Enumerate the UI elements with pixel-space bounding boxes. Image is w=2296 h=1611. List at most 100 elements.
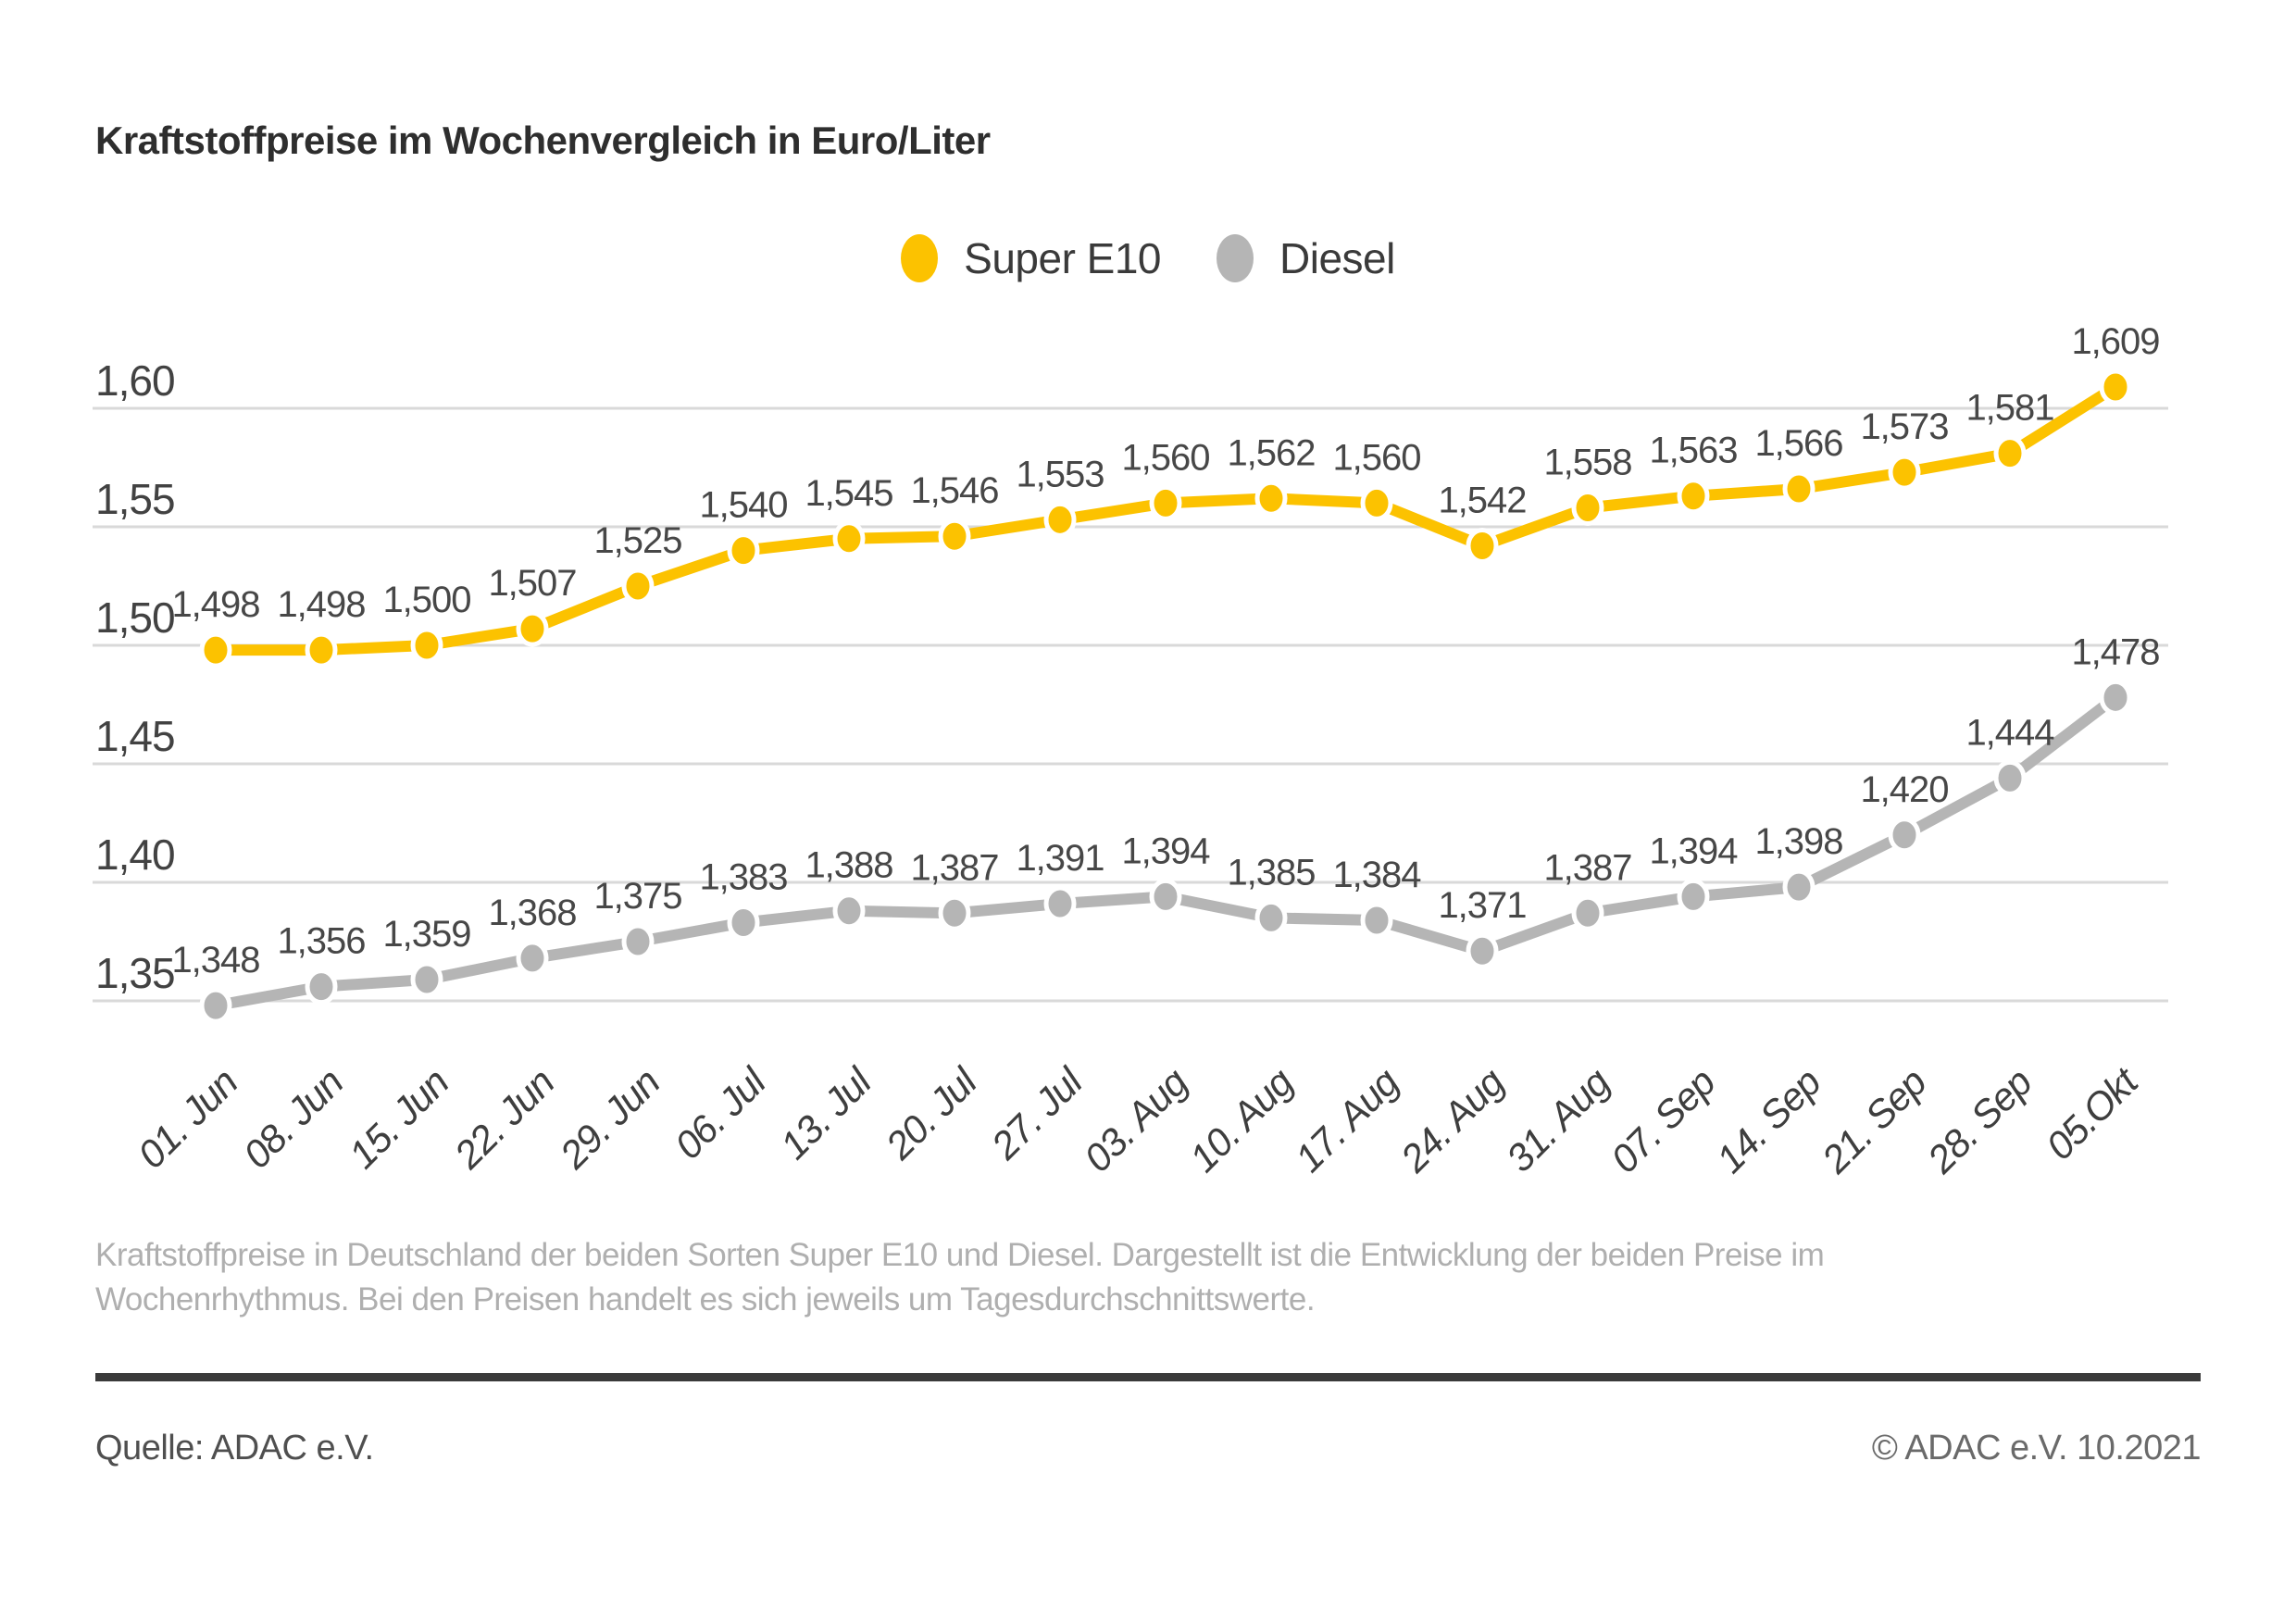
data-point-diesel [410,961,443,998]
legend-marker-super-e10-icon [901,234,939,282]
legend-marker-diesel-icon [1217,234,1254,282]
data-point-diesel [1571,894,1604,931]
x-tick-label: 14. Sep [1708,1060,1829,1181]
data-point-label-super-e10: 1,553 [1016,454,1104,494]
data-point-label-super-e10: 1,498 [171,584,259,625]
data-point-super-e10 [199,631,232,668]
data-point-label-diesel: 1,359 [382,914,470,955]
data-point-label-diesel: 1,444 [1965,712,2054,753]
data-point-label-diesel: 1,356 [277,921,365,962]
data-point-label-diesel: 1,383 [699,857,787,898]
x-tick-label: 08. Jun [235,1060,352,1177]
x-tick-label: 22. Jun [445,1060,562,1177]
data-point-label-super-e10: 1,609 [2071,321,2159,362]
data-point-super-e10 [938,518,971,555]
data-point-label-diesel: 1,387 [1543,847,1631,888]
x-tick-label: 17. Aug [1287,1060,1407,1180]
data-point-super-e10 [1254,480,1288,517]
data-point-label-diesel: 1,368 [488,893,576,933]
y-tick-label: 1,55 [95,475,175,523]
data-point-label-diesel: 1,375 [593,876,681,917]
x-tick-label: 03. Aug [1076,1060,1196,1180]
x-tick-label: 15. Jun [341,1060,457,1177]
data-point-label-super-e10: 1,581 [1965,388,2053,429]
data-point-label-super-e10: 1,573 [1860,406,1948,447]
x-tick-label: 07. Sep [1603,1060,1724,1181]
data-point-label-super-e10: 1,558 [1543,443,1631,483]
data-point-label-diesel: 1,388 [805,845,892,886]
data-point-diesel [1360,902,1393,939]
data-point-super-e10 [727,532,760,569]
data-point-diesel [1993,759,2027,796]
data-point-label-super-e10: 1,507 [488,563,576,604]
data-point-label-super-e10: 1,542 [1438,480,1526,520]
data-point-label-super-e10: 1,546 [910,470,998,511]
data-point-label-diesel: 1,348 [171,940,259,980]
data-point-diesel [832,893,866,930]
data-point-super-e10 [305,631,338,668]
data-point-super-e10 [1360,484,1393,521]
data-point-label-diesel: 1,398 [1754,821,1842,862]
data-point-diesel [199,987,232,1024]
x-tick-label: 01. Jun [130,1060,246,1177]
x-tick-label: 31. Aug [1498,1060,1618,1180]
x-tick-label: 24. Aug [1391,1060,1513,1181]
x-tick-label: 05.Okt [2038,1058,2148,1168]
data-point-diesel [2099,679,2132,716]
data-point-label-super-e10: 1,545 [805,473,892,514]
data-point-label-super-e10: 1,566 [1754,423,1842,464]
data-point-super-e10 [1043,501,1077,538]
legend-label-diesel: Diesel [1279,234,1395,282]
copyright-label: © ADAC e.V. 10.2021 [1871,1429,2202,1467]
x-tick-label: 13. Jul [772,1058,881,1168]
data-point-label-super-e10: 1,560 [1121,437,1209,478]
data-point-super-e10 [1782,470,1816,507]
data-point-super-e10 [621,568,655,605]
data-point-super-e10 [410,627,443,664]
x-tick-label: 20. Jul [877,1058,986,1168]
source-row: Quelle: ADAC e.V. © ADAC e.V. 10.2021 [95,1429,2202,1468]
y-tick-label: 1,45 [95,712,175,760]
data-point-diesel [727,905,760,942]
data-point-label-diesel: 1,391 [1016,838,1104,879]
data-point-diesel [1466,932,1499,969]
data-point-label-diesel: 1,420 [1860,769,1948,810]
data-point-label-diesel: 1,394 [1649,830,1738,871]
legend-item-diesel: Diesel [1217,233,1395,283]
chart-description: Kraftstoffpreise in Deutschland der beid… [95,1233,2201,1322]
data-point-diesel [1782,868,1816,905]
y-tick-label: 1,35 [95,949,175,997]
data-point-label-diesel: 1,385 [1227,852,1315,893]
data-point-label-super-e10: 1,500 [382,580,470,620]
data-point-label-super-e10: 1,562 [1227,432,1315,473]
data-point-diesel [516,940,549,977]
data-point-label-super-e10: 1,563 [1649,431,1737,471]
data-point-label-diesel: 1,394 [1121,830,1210,871]
chart-description-line-2: Wochenrhythmus. Bei den Preisen handelt … [95,1281,1316,1318]
legend-item-super-e10: Super E10 [901,233,1162,283]
x-tick-label: 29. Jun [551,1060,668,1177]
data-point-diesel [1677,878,1710,915]
data-point-super-e10 [1571,490,1604,527]
y-tick-label: 1,40 [95,830,175,879]
data-point-label-diesel: 1,387 [910,847,998,888]
legend-label-super-e10: Super E10 [964,234,1162,282]
divider-line [95,1373,2201,1381]
data-point-super-e10 [1149,484,1182,521]
data-point-diesel [938,894,971,931]
data-point-label-diesel: 1,478 [2071,631,2159,672]
data-point-label-super-e10: 1,498 [277,584,365,625]
data-point-label-diesel: 1,384 [1332,855,1421,895]
data-point-diesel [1888,817,1921,854]
data-point-diesel [305,968,338,1005]
y-tick-label: 1,50 [95,593,175,642]
x-tick-label: 06. Jul [667,1058,776,1168]
x-tick-label: 28. Sep [1918,1060,2040,1181]
x-tick-label: 27. Jul [982,1058,1092,1168]
data-point-super-e10 [832,520,866,557]
data-point-super-e10 [1466,527,1499,564]
data-point-super-e10 [2099,368,2132,406]
page-title: Kraftstoffpreise im Wochenvergleich in E… [95,119,991,162]
